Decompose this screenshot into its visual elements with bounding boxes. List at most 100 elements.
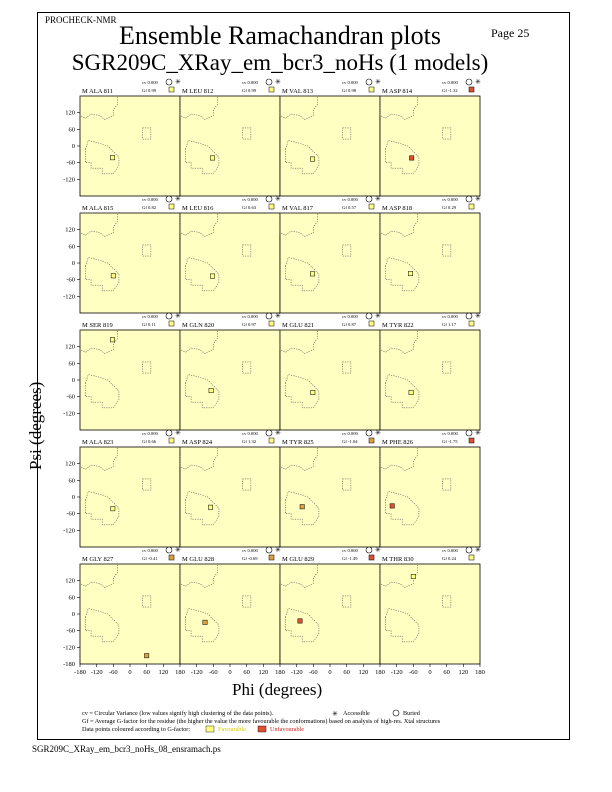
- data-point: [310, 390, 316, 395]
- allowed-region-outline: [142, 595, 152, 608]
- panel-background: [79, 329, 181, 431]
- residue-label: M SER 819: [82, 322, 113, 329]
- gf-colour-swatch: [468, 203, 475, 210]
- panel-background: [279, 446, 381, 548]
- gf-colour-swatch: [268, 203, 275, 210]
- panel-background: [379, 563, 481, 665]
- allowed-region-outline: [242, 361, 252, 374]
- allowed-region-outline: [385, 374, 420, 409]
- gf-value-label: Gf -1.49: [342, 556, 358, 561]
- allowed-region-outline: [179, 446, 218, 471]
- y-tick-label: -120: [63, 527, 75, 534]
- buried-marker-icon: [165, 195, 173, 203]
- allowed-region-outline: [185, 374, 220, 409]
- x-tick-label: -60: [109, 669, 118, 676]
- panel-background: [379, 212, 481, 314]
- allowed-region-outline: [385, 140, 420, 175]
- cv-value-label: cv 0.000: [142, 548, 159, 553]
- cv-value-label: cv 0.000: [342, 197, 359, 202]
- y-tick-label: -120: [63, 410, 75, 417]
- panel-background: [179, 446, 281, 548]
- allowed-region-outline: [279, 329, 318, 354]
- accessible-marker-icon: ✳: [475, 546, 481, 554]
- y-tick-label: -180: [63, 661, 75, 668]
- gf-value-label: Gf 0.24: [442, 556, 457, 561]
- cv-value-label: cv 0.000: [142, 431, 159, 436]
- gf-colour-swatch: [168, 203, 175, 210]
- allowed-region-outline: [85, 374, 120, 409]
- buried-marker-icon: [365, 78, 373, 86]
- gf-value-label: Gf 0.99: [242, 88, 257, 93]
- accessible-marker-icon: ✳: [275, 312, 281, 320]
- circle-marker-icon: [465, 312, 473, 320]
- gf-value-label: Gf 0.99: [142, 88, 157, 93]
- allowed-region-outline: [185, 608, 220, 643]
- allowed-region-outline: [385, 608, 420, 643]
- y-tick-label: 120: [65, 110, 75, 117]
- x-tick-label: -60: [209, 669, 218, 676]
- allowed-region-outline: [179, 329, 218, 354]
- accessible-marker-icon: ✳: [375, 429, 381, 437]
- x-tick-label: -120: [91, 669, 103, 676]
- x-tick-label: 0: [328, 669, 331, 676]
- legend-buried-label: Buried: [403, 710, 420, 717]
- accessible-marker-icon: ✳: [275, 195, 281, 203]
- gf-value-label: Gf 0.57: [342, 205, 357, 210]
- x-tick-label: 60: [143, 669, 150, 676]
- x-tick-label: 120: [158, 669, 168, 676]
- residue-label: M ALA 815: [82, 205, 113, 212]
- buried-marker-icon: [165, 78, 173, 86]
- buried-marker-icon: [165, 546, 173, 554]
- gf-colour-swatch: [468, 320, 475, 327]
- allowed-region-outline: [379, 446, 418, 471]
- allowed-region-outline: [242, 595, 252, 608]
- gf-colour-swatch: [268, 320, 275, 327]
- allowed-region-outline: [285, 608, 320, 643]
- buried-marker-icon: [265, 78, 273, 86]
- gf-value-label: Gf 0.29: [442, 205, 457, 210]
- residue-label: M VAL 817: [282, 205, 314, 212]
- allowed-region-outline: [442, 244, 452, 257]
- panel-background: [279, 329, 381, 431]
- panel-background: [279, 563, 381, 665]
- gf-value-label: Gf 0.11: [142, 322, 157, 327]
- residue-label: M ASP 818: [382, 205, 412, 212]
- x-tick-label: 120: [358, 669, 368, 676]
- residue-label: M LEU 816: [182, 205, 214, 212]
- x-tick-label: 180: [375, 669, 385, 676]
- circle-marker-icon: [265, 312, 273, 320]
- x-tick-label: 0: [128, 669, 131, 676]
- allowed-region-outline: [342, 244, 352, 257]
- allowed-region-outline: [385, 257, 420, 292]
- legend-colour-text: Data points coloured according to G-fact…: [82, 726, 191, 733]
- allowed-region-outline: [242, 478, 252, 491]
- allowed-region-outline: [85, 140, 120, 175]
- y-tick-label: 0: [72, 494, 75, 501]
- allowed-region-outline: [385, 491, 420, 526]
- accessible-legend-icon: ✳: [332, 710, 338, 718]
- data-point: [310, 271, 315, 277]
- y-tick-label: 60: [69, 243, 76, 250]
- accessible-marker-icon: ✳: [475, 195, 481, 203]
- accessible-marker-icon: ✳: [175, 78, 181, 86]
- y-tick-label: -60: [66, 511, 75, 518]
- y-tick-label: 0: [72, 260, 75, 267]
- accessible-marker-icon: ✳: [375, 195, 381, 203]
- allowed-region-outline: [79, 446, 118, 471]
- panel-background: [79, 446, 181, 548]
- allowed-region-outline: [142, 361, 152, 374]
- y-tick-label: -60: [66, 160, 75, 167]
- plot-title: Ensemble Ramachandran plots: [118, 21, 442, 50]
- gf-colour-swatch: [468, 437, 475, 444]
- data-point: [299, 504, 305, 510]
- panel-background: [79, 212, 181, 314]
- gf-colour-swatch: [468, 86, 475, 93]
- data-point: [210, 273, 215, 279]
- footer-filename: SGR209C_XRay_em_bcr3_noHs_08_ensramach.p…: [32, 744, 221, 754]
- x-tick-label: -120: [291, 669, 303, 676]
- x-tick-label: 0: [228, 669, 231, 676]
- gf-colour-swatch: [168, 554, 175, 561]
- allowed-region-outline: [279, 95, 318, 120]
- allowed-region-outline: [242, 127, 252, 140]
